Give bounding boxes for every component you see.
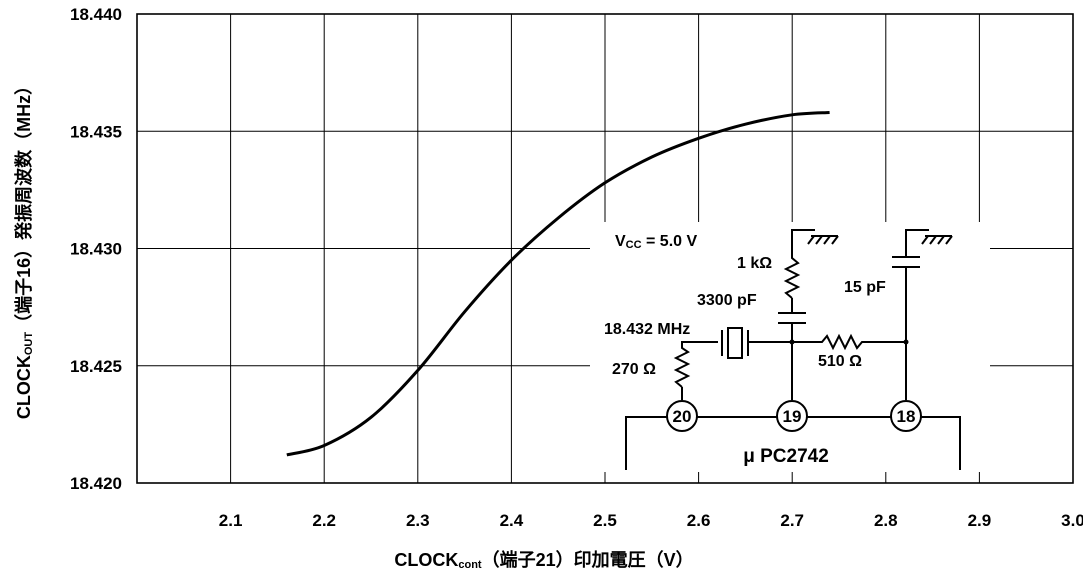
x-tick-label: 2.8 [874,511,898,530]
y-tick-label: 18.420 [70,474,122,493]
y-tick-label: 18.440 [70,5,122,24]
ground-1-symbol [807,235,839,245]
x-tick-label: 2.5 [593,511,617,530]
circuit-inset [590,222,990,472]
inset-background [590,222,990,472]
resistor-270-label: 270 Ω [612,361,656,378]
crystal-body [727,327,743,359]
y-tick-label: 18.435 [70,122,122,141]
plot-frame [136,13,1074,484]
pin-20-label: 20 [673,407,692,426]
x-tick-label: 2.2 [312,511,336,530]
resistor-270-symbol [673,341,718,388]
resistor-510-symbol [792,333,906,351]
cap-3300-label: 3300 pF [697,292,757,309]
y-tick-label: 18.430 [70,240,122,259]
x-tick-label: 2.9 [968,511,992,530]
x-tick-label: 2.3 [406,511,430,530]
chip-name-label: μ PC2742 [743,446,829,467]
pin-19-label: 19 [783,407,802,426]
pin-18-label: 18 [897,407,916,426]
pin-18-circle [890,400,922,432]
cap-15-label: 15 pF [844,279,886,296]
x-tick-label: 2.7 [780,511,804,530]
ground-2-symbol [921,235,953,245]
x-tick-label: 2.4 [500,511,524,530]
x-tick-label: 3.0 [1061,511,1083,530]
resistor-1k-symbol [783,229,815,299]
y-axis-ticks: 18.420 18.425 18.430 18.435 18.440 [70,5,122,493]
node-dot-1 [789,339,795,345]
crystal-label: 18.432 MHz [604,321,690,338]
pin-20-circle [666,400,698,432]
cap-15-upper-lead [905,229,929,257]
x-axis-title: CLOCKcont（端子21）印加電圧（V） [394,550,693,571]
x-axis-ticks: 2.1 2.2 2.3 2.4 2.5 2.6 2.7 2.8 2.9 3.0 [219,511,1083,530]
y-tick-label: 18.425 [70,357,122,376]
resistor-510-label: 510 Ω [818,353,862,370]
x-tick-label: 2.6 [687,511,711,530]
resistor-1k-label: 1 kΩ [737,255,772,272]
supply-voltage-label: VCC = 5.0 V [615,233,697,251]
y-axis-title: CLOCKOUT（端子16）発振周波数（MHz） [13,77,35,419]
pin-19-circle [776,400,808,432]
series-line [286,111,830,457]
x-tick-label: 2.1 [219,511,243,530]
